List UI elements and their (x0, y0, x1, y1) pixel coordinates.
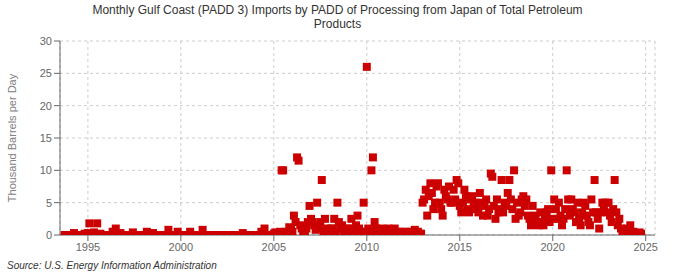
svg-text:0: 0 (46, 229, 52, 241)
svg-text:2000: 2000 (169, 241, 193, 253)
html-text:Source: U.S. Energy Informatio: Source: U.S. Energy Information Administ… (7, 260, 217, 271)
svg-text:30: 30 (40, 35, 52, 47)
svg-text:15: 15 (40, 132, 52, 144)
svg-text:Thousand Barrels per Day: Thousand Barrels per Day (6, 73, 18, 202)
html-text:Monthly Gulf Coast (PADD 3) Im: Monthly Gulf Coast (PADD 3) Imports by P… (92, 3, 583, 17)
svg-text:10: 10 (40, 164, 52, 176)
svg-text:2005: 2005 (262, 241, 286, 253)
svg-text:2015: 2015 (448, 241, 472, 253)
html-text:Products: Products (313, 17, 362, 31)
svg-text:2020: 2020 (540, 241, 564, 253)
svg-text:1995: 1995 (76, 241, 100, 253)
svg-text:2010: 2010 (355, 241, 379, 253)
svg-text:2025: 2025 (633, 241, 657, 253)
svg-text:25: 25 (40, 67, 52, 79)
svg-text:5: 5 (46, 197, 52, 209)
svg-text:20: 20 (40, 100, 52, 112)
